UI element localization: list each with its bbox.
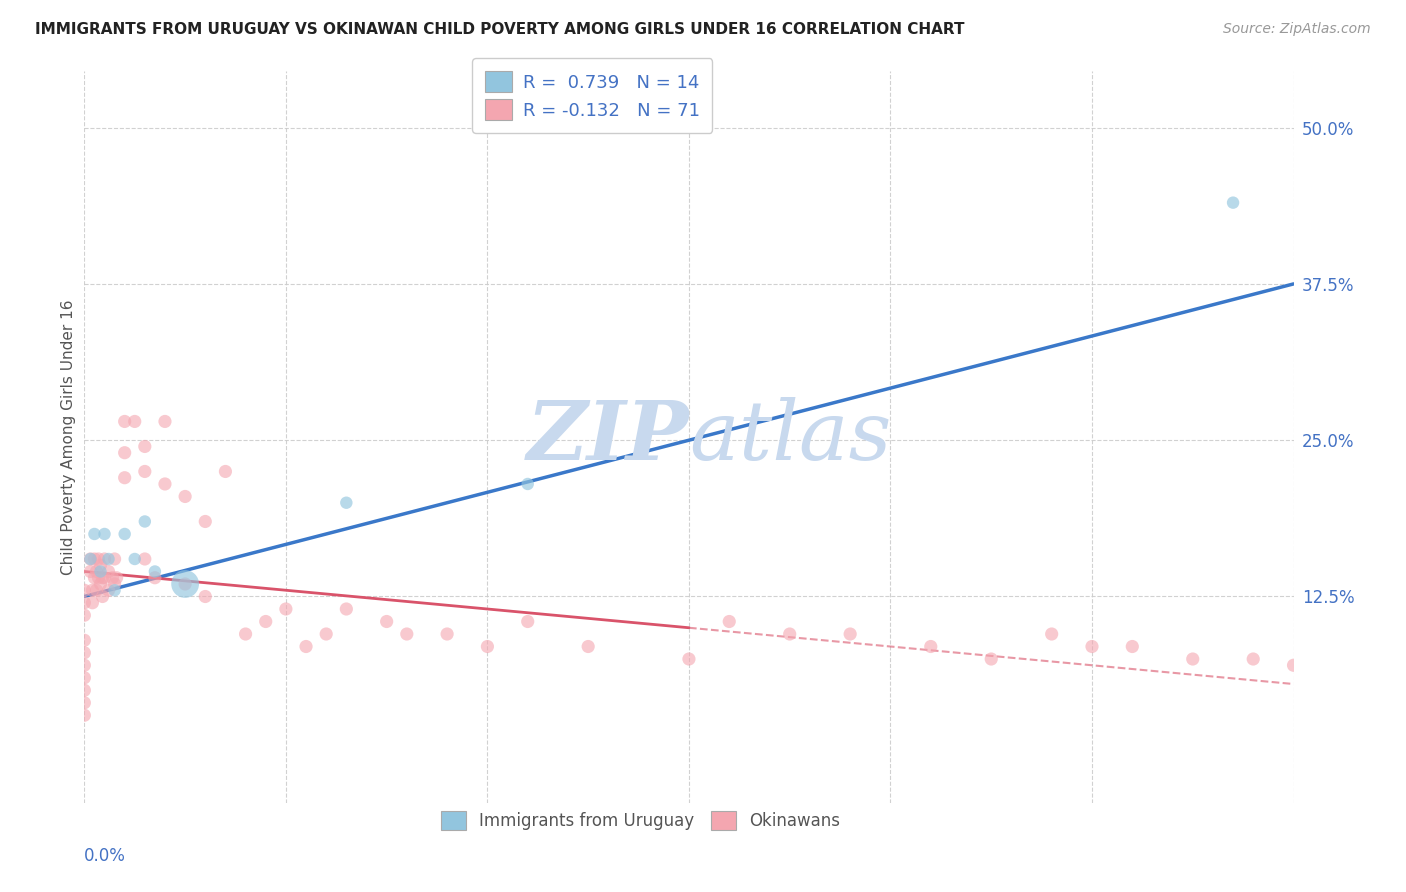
Y-axis label: Child Poverty Among Girls Under 16: Child Poverty Among Girls Under 16 — [60, 300, 76, 574]
Point — [153, 414, 176, 428]
Point — [73, 683, 96, 698]
Point — [1282, 658, 1305, 673]
Point — [89, 577, 111, 591]
Point — [97, 565, 120, 579]
Point — [73, 671, 96, 685]
Text: ZIP: ZIP — [526, 397, 689, 477]
Point — [79, 552, 101, 566]
Point — [83, 552, 105, 566]
Point — [73, 608, 96, 623]
Point — [235, 627, 257, 641]
Point — [73, 646, 96, 660]
Point — [87, 552, 110, 566]
Point — [315, 627, 337, 641]
Point — [114, 471, 136, 485]
Point — [477, 640, 499, 654]
Point — [73, 596, 96, 610]
Point — [89, 565, 111, 579]
Point — [295, 640, 318, 654]
Point — [97, 552, 120, 566]
Point — [91, 571, 114, 585]
Point — [97, 583, 120, 598]
Point — [980, 652, 1002, 666]
Point — [73, 658, 96, 673]
Point — [274, 602, 297, 616]
Point — [124, 414, 146, 428]
Point — [93, 552, 115, 566]
Point — [93, 571, 115, 585]
Point — [839, 627, 862, 641]
Point — [101, 571, 124, 585]
Point — [779, 627, 801, 641]
Point — [134, 552, 156, 566]
Point — [395, 627, 418, 641]
Text: Source: ZipAtlas.com: Source: ZipAtlas.com — [1223, 22, 1371, 37]
Point — [516, 615, 538, 629]
Point — [93, 527, 115, 541]
Point — [1222, 195, 1244, 210]
Text: atlas: atlas — [689, 397, 891, 477]
Point — [79, 552, 101, 566]
Point — [114, 446, 136, 460]
Point — [82, 596, 104, 610]
Point — [576, 640, 599, 654]
Point — [82, 583, 104, 598]
Point — [194, 590, 217, 604]
Point — [89, 558, 111, 573]
Point — [104, 577, 127, 591]
Point — [91, 590, 114, 604]
Point — [143, 565, 166, 579]
Text: 0.0%: 0.0% — [84, 847, 127, 864]
Point — [1081, 640, 1104, 654]
Point — [1181, 652, 1204, 666]
Point — [86, 583, 108, 598]
Point — [124, 552, 146, 566]
Point — [105, 571, 128, 585]
Point — [104, 552, 127, 566]
Point — [153, 477, 176, 491]
Point — [73, 708, 96, 723]
Text: IMMIGRANTS FROM URUGUAY VS OKINAWAN CHILD POVERTY AMONG GIRLS UNDER 16 CORRELATI: IMMIGRANTS FROM URUGUAY VS OKINAWAN CHIL… — [35, 22, 965, 37]
Point — [73, 696, 96, 710]
Point — [134, 440, 156, 454]
Point — [174, 577, 197, 591]
Point — [79, 565, 101, 579]
Point — [335, 602, 357, 616]
Point — [86, 565, 108, 579]
Point — [516, 477, 538, 491]
Point — [254, 615, 277, 629]
Point — [1040, 627, 1063, 641]
Point — [104, 583, 127, 598]
Point — [920, 640, 942, 654]
Point — [73, 633, 96, 648]
Point — [678, 652, 700, 666]
Point — [214, 465, 236, 479]
Point — [134, 465, 156, 479]
Point — [174, 490, 197, 504]
Point — [114, 527, 136, 541]
Point — [335, 496, 357, 510]
Point — [83, 571, 105, 585]
Point — [194, 515, 217, 529]
Point — [1121, 640, 1143, 654]
Point — [114, 414, 136, 428]
Point — [83, 527, 105, 541]
Point — [174, 577, 197, 591]
Point — [87, 571, 110, 585]
Point — [1241, 652, 1264, 666]
Legend: Immigrants from Uruguay, Okinawans: Immigrants from Uruguay, Okinawans — [433, 803, 849, 838]
Point — [718, 615, 741, 629]
Point — [143, 571, 166, 585]
Point — [436, 627, 458, 641]
Point — [375, 615, 398, 629]
Point — [73, 583, 96, 598]
Point — [134, 515, 156, 529]
